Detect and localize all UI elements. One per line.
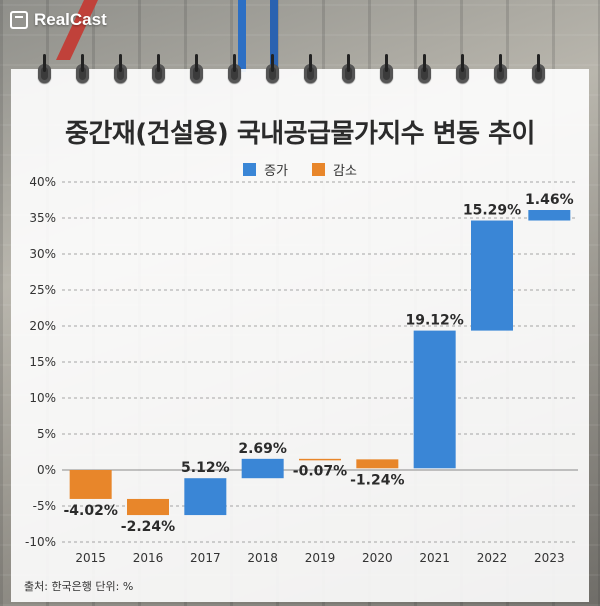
bar bbox=[299, 458, 341, 461]
data-label: 2.69% bbox=[238, 441, 287, 457]
data-label: 5.12% bbox=[181, 460, 230, 476]
binder-ring-icon bbox=[380, 54, 393, 83]
logo-icon bbox=[10, 11, 28, 29]
y-tick-label: 5% bbox=[37, 427, 56, 441]
data-label: 1.46% bbox=[525, 192, 574, 208]
legend-swatch-decrease bbox=[312, 163, 325, 176]
background-crane-blue bbox=[238, 0, 246, 72]
binder-ring-icon bbox=[228, 54, 241, 83]
source-note: 출처: 한국은행 단위: % bbox=[24, 580, 134, 593]
y-tick-label: -5% bbox=[33, 499, 56, 513]
legend-swatch-increase bbox=[243, 163, 257, 176]
chart-title: 중간재(건설용) 국내공급물가지수 변동 추이 bbox=[65, 119, 535, 149]
y-tick-label: -10% bbox=[25, 535, 56, 549]
data-label: -0.07% bbox=[293, 463, 347, 479]
binder-ring-icon bbox=[152, 54, 165, 83]
chart-legend: 증가 감소 bbox=[0, 160, 600, 179]
binder-ring-icon bbox=[418, 54, 431, 83]
x-tick-label: 2015 bbox=[75, 551, 106, 565]
x-tick-label: 2022 bbox=[477, 551, 508, 565]
bar bbox=[241, 458, 284, 479]
y-tick-label: 0% bbox=[37, 463, 56, 477]
logo-text: RealCast bbox=[34, 10, 107, 29]
y-tick-label: 25% bbox=[29, 283, 56, 297]
y-tick-label: 40% bbox=[29, 175, 56, 189]
y-tick-label: 35% bbox=[29, 211, 56, 225]
x-tick-label: 2020 bbox=[362, 551, 393, 565]
bar bbox=[413, 330, 456, 469]
binder-ring-icon bbox=[114, 54, 127, 83]
chart-card bbox=[11, 69, 589, 602]
x-tick-label: 2019 bbox=[305, 551, 336, 565]
binder-ring-icon bbox=[266, 54, 279, 83]
x-tick-label: 2021 bbox=[419, 551, 450, 565]
data-label: 15.29% bbox=[463, 203, 521, 219]
data-label: 19.12% bbox=[406, 313, 464, 329]
binder-ring-icon bbox=[304, 54, 317, 83]
bar bbox=[184, 478, 227, 516]
legend-item-increase: 증가 bbox=[243, 160, 288, 179]
legend-item-decrease: 감소 bbox=[312, 160, 357, 179]
bar bbox=[356, 459, 399, 469]
bar bbox=[127, 498, 169, 516]
y-tick-label: 15% bbox=[29, 355, 56, 369]
y-tick-label: 10% bbox=[29, 391, 56, 405]
realcast-logo: RealCast bbox=[10, 10, 107, 30]
data-label: -2.24% bbox=[121, 519, 175, 535]
y-tick-label: 20% bbox=[29, 319, 56, 333]
binder-ring-icon bbox=[76, 54, 89, 83]
binder-ring-icon bbox=[532, 54, 545, 83]
binder-ring-icon bbox=[38, 54, 51, 83]
bar bbox=[528, 210, 571, 221]
bar bbox=[471, 220, 513, 331]
x-tick-label: 2017 bbox=[190, 551, 221, 565]
background-crane-blue-2 bbox=[270, 0, 278, 72]
bar bbox=[69, 470, 112, 499]
legend-label-decrease: 감소 bbox=[333, 164, 357, 179]
legend-label-increase: 증가 bbox=[264, 164, 288, 179]
binder-ring-icon bbox=[342, 54, 355, 83]
data-label: -4.02% bbox=[63, 503, 117, 519]
x-tick-label: 2018 bbox=[247, 551, 278, 565]
binder-ring-icon bbox=[494, 54, 507, 83]
x-tick-label: 2023 bbox=[534, 551, 565, 565]
binder-ring-icon bbox=[190, 54, 203, 83]
x-tick-label: 2016 bbox=[133, 551, 164, 565]
data-label: -1.24% bbox=[350, 472, 404, 488]
y-tick-label: 30% bbox=[29, 247, 56, 261]
binder-ring-icon bbox=[456, 54, 469, 83]
binder-rings bbox=[0, 54, 600, 88]
